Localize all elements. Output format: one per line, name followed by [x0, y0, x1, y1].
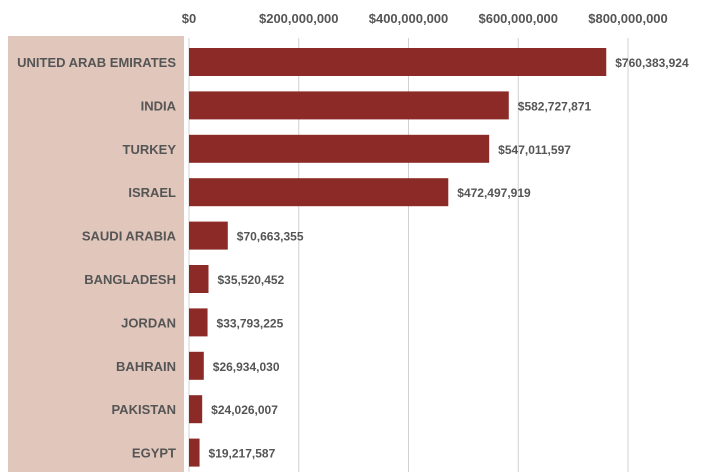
bar: [189, 221, 228, 250]
bar: [189, 351, 204, 380]
bar: [189, 134, 490, 163]
bar-value-label: $19,217,587: [209, 447, 276, 461]
bar: [189, 48, 607, 76]
bar-value-label: $760,383,924: [615, 56, 689, 70]
bar: [189, 91, 509, 120]
bar: [189, 178, 449, 207]
bar-value-label: $35,520,452: [217, 273, 284, 287]
category-label: PAKISTAN: [111, 402, 176, 417]
x-tick-label: $800,000,000: [588, 11, 668, 26]
category-label: TURKEY: [123, 142, 177, 157]
category-label: BANGLADESH: [84, 272, 176, 287]
category-label: BAHRAIN: [116, 359, 176, 374]
bar: [189, 308, 208, 337]
bar-value-label: $70,663,355: [237, 230, 304, 244]
bar: [189, 395, 203, 424]
x-tick-label: $200,000,000: [259, 11, 339, 26]
bar-value-label: $33,793,225: [217, 316, 284, 330]
category-label: SAUDI ARABIA: [82, 229, 177, 244]
bar-value-label: $472,497,919: [457, 186, 531, 200]
bar-value-label: $24,026,007: [211, 403, 278, 417]
category-label: ISRAEL: [128, 185, 176, 200]
category-label: INDIA: [141, 98, 177, 113]
x-tick-label: $0: [182, 11, 196, 26]
bar-value-label: $26,934,030: [213, 360, 280, 374]
bar-value-label: $547,011,597: [498, 143, 571, 157]
bar-value-label: $582,727,871: [518, 99, 592, 113]
category-label-panel: [8, 36, 184, 472]
bar: [189, 265, 209, 293]
category-label: EGYPT: [132, 446, 176, 461]
bar: [189, 438, 200, 467]
x-tick-label: $600,000,000: [478, 11, 558, 26]
category-label: UNITED ARAB EMIRATES: [17, 55, 176, 70]
x-tick-label: $400,000,000: [369, 11, 449, 26]
category-label: JORDAN: [121, 315, 176, 330]
